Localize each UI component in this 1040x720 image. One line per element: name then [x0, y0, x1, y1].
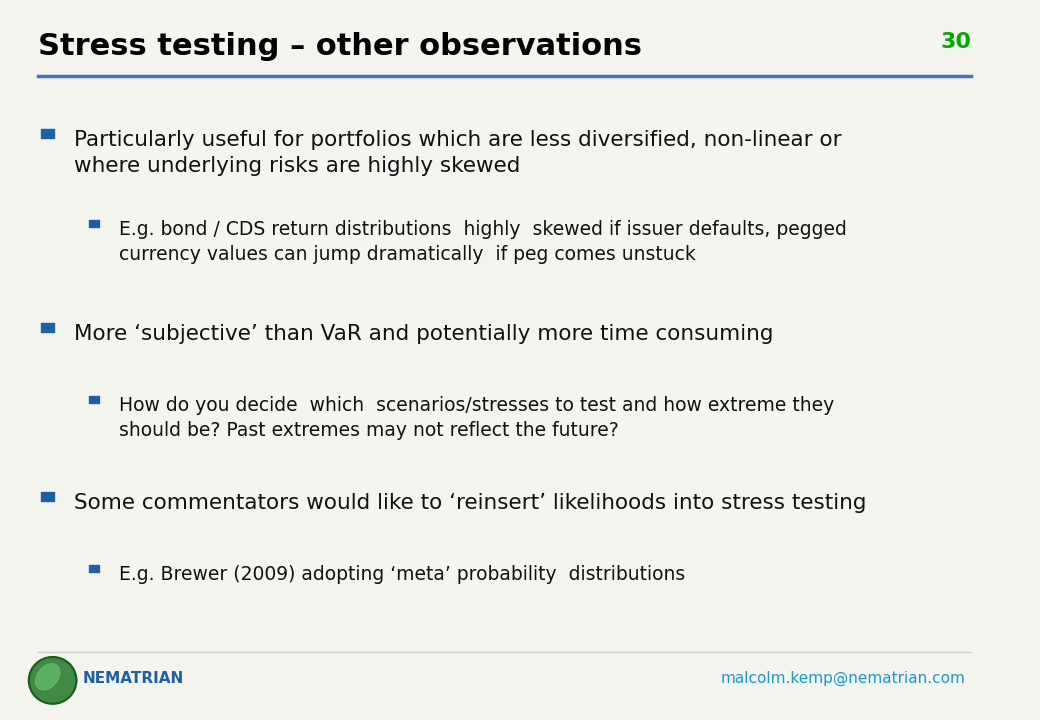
Text: Some commentators would like to ‘reinsert’ likelihoods into stress testing: Some commentators would like to ‘reinser… [75, 493, 867, 513]
FancyBboxPatch shape [42, 492, 54, 502]
Text: More ‘subjective’ than VaR and potentially more time consuming: More ‘subjective’ than VaR and potential… [75, 324, 774, 344]
Ellipse shape [35, 664, 59, 690]
Text: Stress testing – other observations: Stress testing – other observations [37, 32, 642, 61]
FancyBboxPatch shape [42, 129, 54, 138]
FancyBboxPatch shape [89, 565, 99, 572]
Text: How do you decide  which  scenarios/stresses to test and how extreme they
should: How do you decide which scenarios/stress… [120, 396, 834, 440]
Text: NEMATRIAN: NEMATRIAN [82, 671, 184, 685]
Text: 30: 30 [940, 32, 971, 53]
FancyBboxPatch shape [42, 323, 54, 332]
Ellipse shape [29, 657, 77, 704]
Text: Particularly useful for portfolios which are less diversified, non-linear or
whe: Particularly useful for portfolios which… [75, 130, 842, 176]
FancyBboxPatch shape [89, 220, 99, 227]
Text: malcolm.kemp@nematrian.com: malcolm.kemp@nematrian.com [721, 670, 965, 686]
Text: E.g. Brewer (2009) adopting ‘meta’ probability  distributions: E.g. Brewer (2009) adopting ‘meta’ proba… [120, 565, 685, 584]
Text: E.g. bond / CDS return distributions  highly  skewed if issuer defaults, pegged
: E.g. bond / CDS return distributions hig… [120, 220, 847, 264]
FancyBboxPatch shape [89, 396, 99, 403]
